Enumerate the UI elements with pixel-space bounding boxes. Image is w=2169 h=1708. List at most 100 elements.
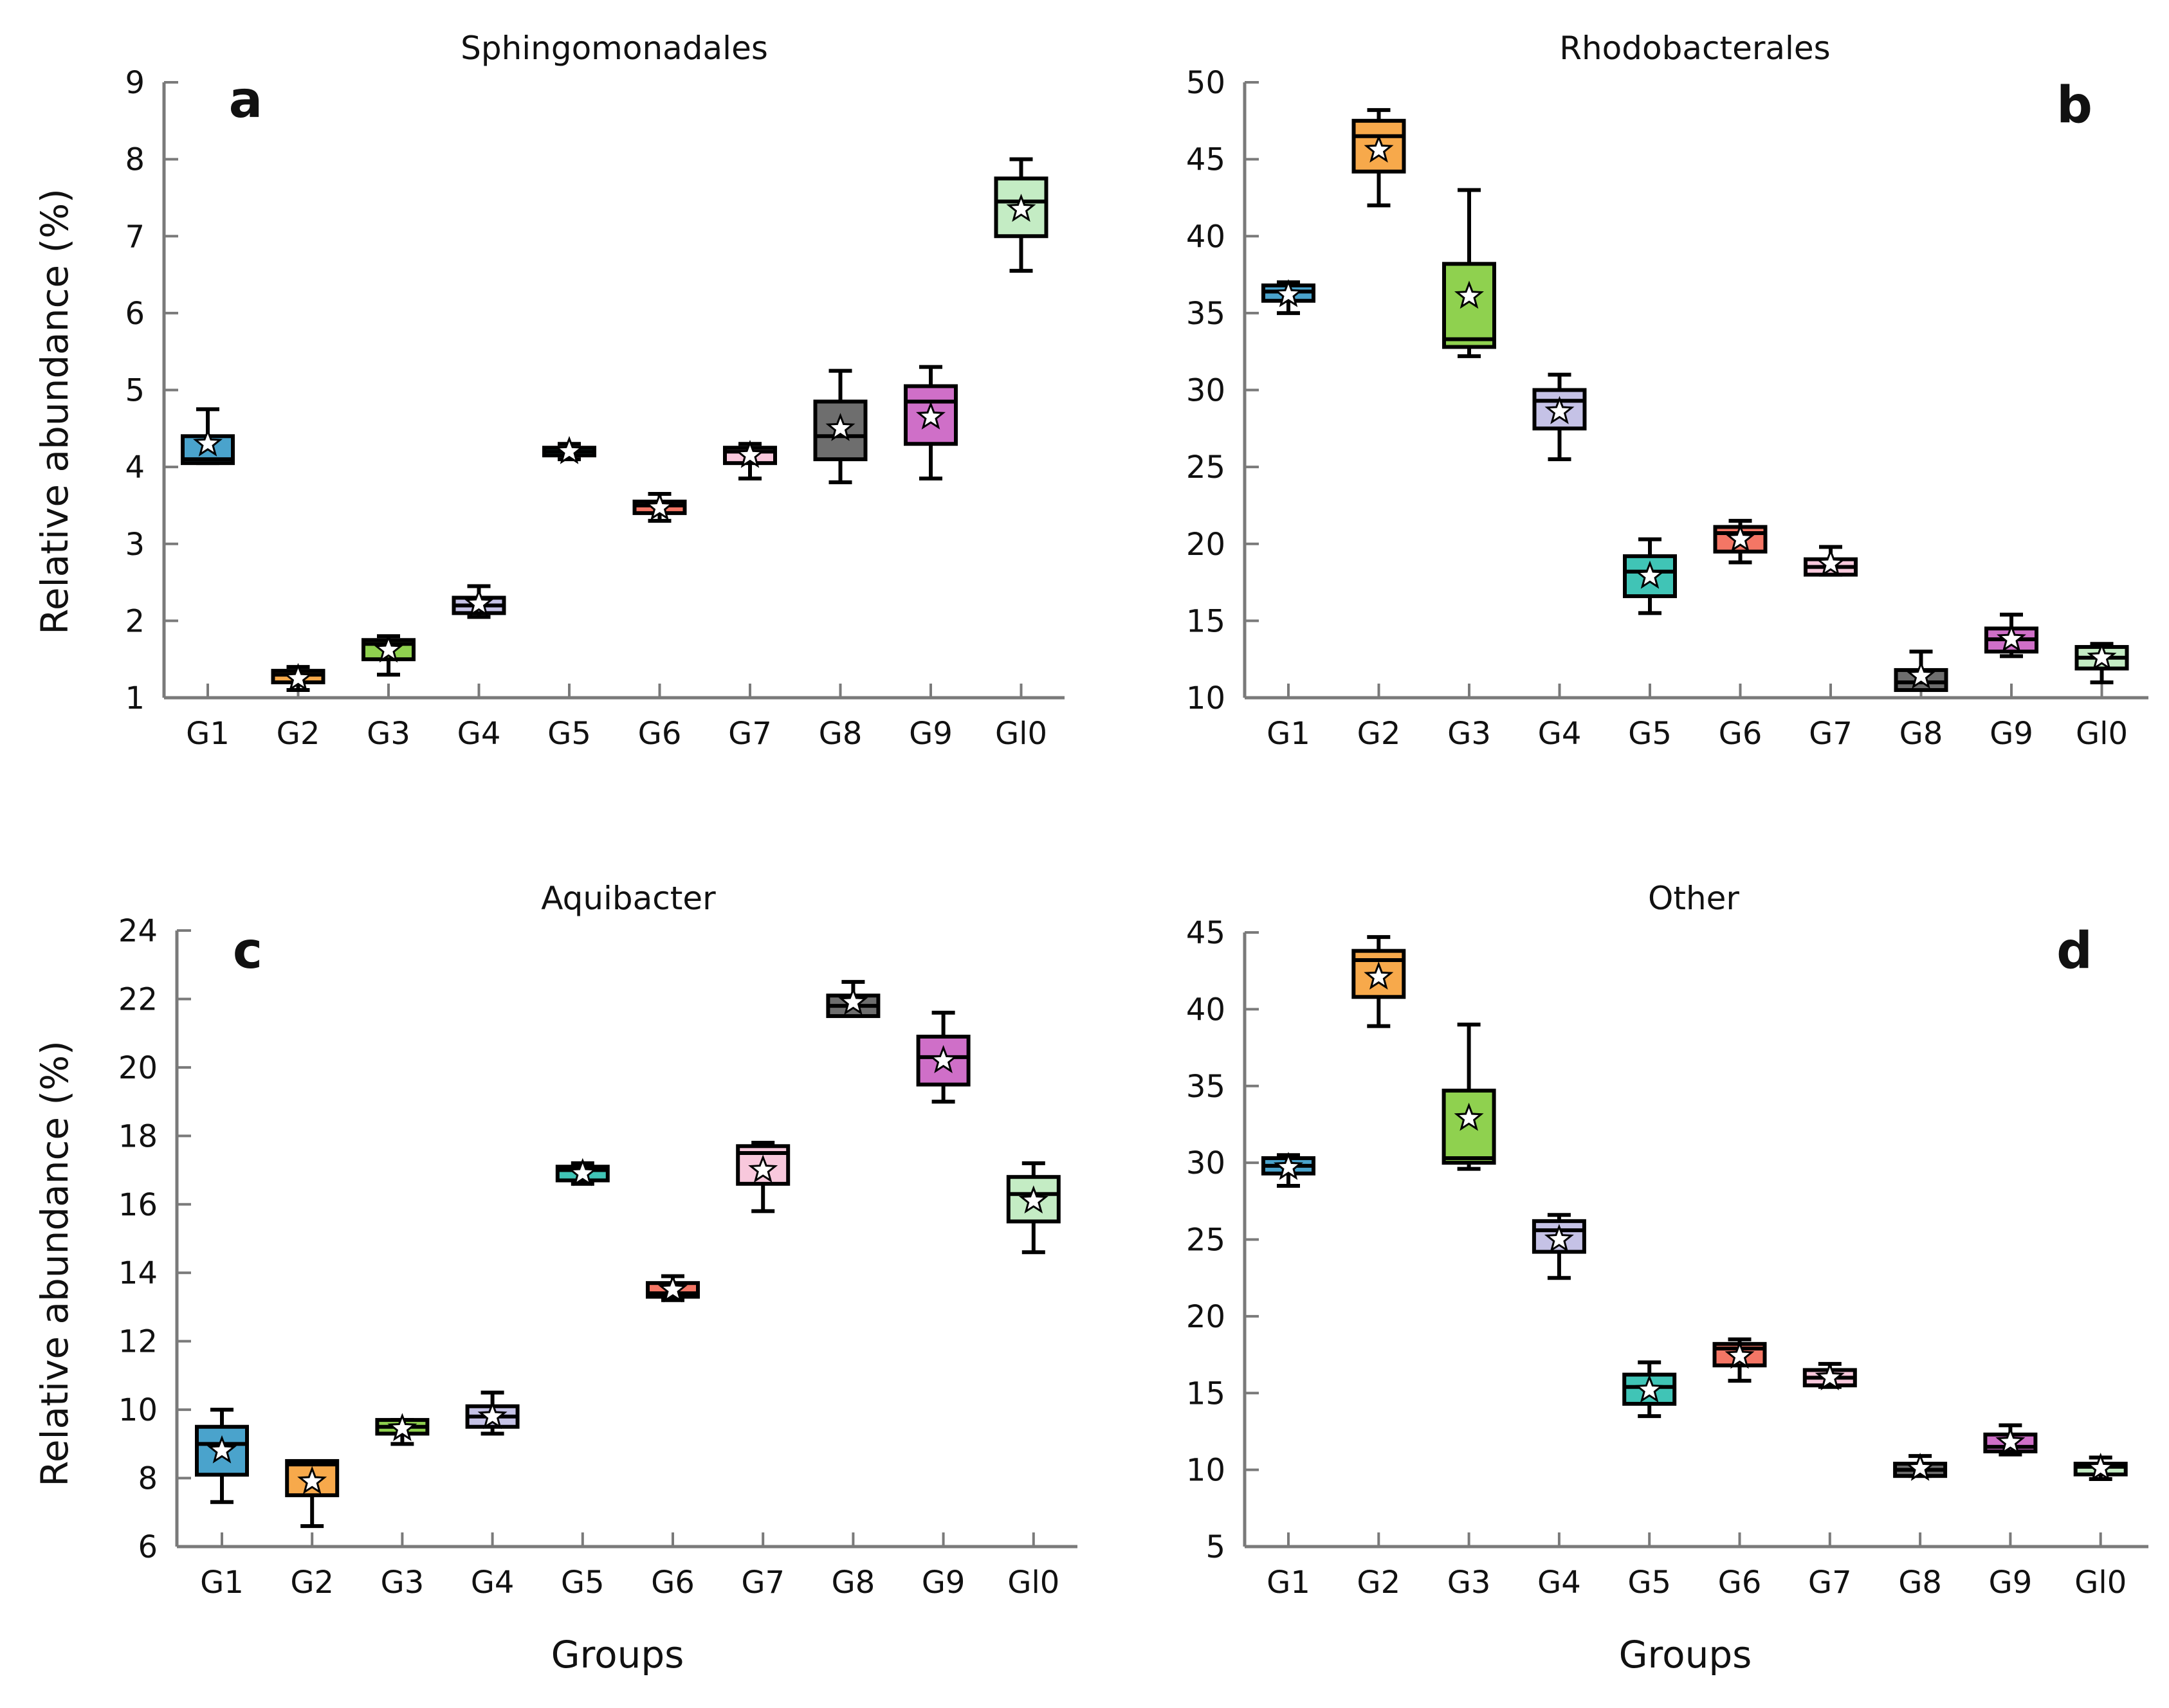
box-g7 — [723, 439, 777, 481]
box-g4 — [1532, 372, 1587, 462]
x-tick-label: G7 — [1809, 716, 1853, 752]
y-tick-label: 6 — [138, 1529, 158, 1565]
y-tick-label: 9 — [125, 65, 145, 101]
mean-star-marker — [2087, 642, 2117, 671]
panel-c-aquibacter: Aquibacter c Relative abundance (%) Grou… — [33, 880, 1077, 1676]
mean-star-marker — [645, 492, 675, 521]
x-tick-label: G1 — [1267, 716, 1310, 752]
y-tick-label: 50 — [1186, 65, 1225, 101]
x-tick-label: G3 — [1447, 716, 1491, 752]
mean-star-marker — [387, 1413, 417, 1442]
y-tick-label: 25 — [1186, 450, 1225, 486]
panel-a-sphingomonadales: Sphingomonadales a Relative abundance (%… — [33, 30, 1065, 752]
y-tick-label: 45 — [1186, 915, 1225, 951]
x-tick-label: G7 — [1808, 1565, 1852, 1601]
y-tick-label: 35 — [1186, 1069, 1225, 1105]
mean-star-marker — [206, 1435, 237, 1464]
box-g6 — [632, 491, 687, 523]
plot-layer — [1261, 108, 2129, 693]
y-tick-label: 20 — [1186, 527, 1225, 563]
plot-layer — [1261, 935, 2128, 1481]
mean-star-marker — [1996, 623, 2027, 652]
box-g3 — [375, 1413, 430, 1446]
box-g6 — [646, 1274, 700, 1303]
box-g2 — [1351, 935, 1406, 1028]
y-tick-label: 30 — [1186, 1145, 1225, 1181]
mean-star-marker — [1006, 194, 1036, 223]
axis-layer: 5 10 15 20 25 30 35 40 45 G1 G2 G3 G4 G5 G6 G7 G8 G9 Gl0 — [1186, 915, 2148, 1601]
mean-star-marker — [1364, 134, 1394, 163]
mean-star-marker — [2085, 1452, 2116, 1481]
box-g9 — [916, 1010, 971, 1104]
box-gl0 — [1006, 1161, 1061, 1255]
box-g4 — [1532, 1213, 1586, 1280]
panel-b-rhodobacterales: Rhodobacterales b 10 15 20 25 30 35 40 45 50 G1 G2… — [1186, 30, 2148, 752]
box-g3 — [1441, 1022, 1496, 1171]
box-g3 — [362, 634, 416, 677]
y-tick-label: 20 — [1186, 1299, 1225, 1335]
box-g5 — [1622, 1360, 1677, 1419]
x-tick-label: G2 — [1357, 1565, 1400, 1601]
box-g2 — [271, 662, 325, 693]
mean-star-marker — [1725, 1340, 1755, 1369]
x-tick-label: G5 — [547, 716, 591, 752]
x-tick-label: Gl0 — [2074, 1565, 2127, 1601]
x-tick-label: G8 — [819, 716, 863, 752]
x-tick-label: Gl0 — [2076, 716, 2128, 752]
y-tick-label: 20 — [118, 1050, 158, 1086]
mean-star-marker — [1544, 395, 1575, 424]
x-tick-label: G9 — [1989, 1565, 2033, 1601]
box-g1 — [1261, 1152, 1315, 1188]
mean-star-marker — [838, 986, 868, 1015]
x-tick-label: G6 — [1719, 716, 1762, 752]
x-axis-label: Groups — [1619, 1633, 1752, 1676]
mean-star-marker — [748, 1154, 778, 1183]
y-tick-label: 35 — [1186, 296, 1225, 332]
mean-star-marker — [477, 1401, 508, 1430]
x-tick-label: G8 — [1898, 1565, 1942, 1601]
y-tick-label: 15 — [1186, 603, 1225, 639]
box-gl0 — [994, 157, 1048, 273]
box-g9 — [1983, 1423, 2038, 1457]
y-tick-label: 30 — [1186, 373, 1225, 409]
mean-star-marker — [567, 1158, 598, 1186]
panel-title: Other — [1648, 880, 1739, 917]
x-tick-label: G6 — [1718, 1565, 1762, 1601]
y-tick-label: 1 — [125, 680, 145, 716]
x-tick-label: G1 — [186, 716, 230, 752]
y-tick-label: 45 — [1186, 142, 1225, 178]
x-tick-label: Gl0 — [1007, 1565, 1059, 1601]
box-g2 — [285, 1458, 340, 1529]
iqr-box — [1442, 262, 1496, 349]
y-tick-label: 24 — [118, 913, 158, 949]
box-g5 — [542, 435, 596, 464]
x-tick-label: G4 — [471, 1565, 515, 1601]
panel-letter: b — [2056, 77, 2092, 134]
mean-star-marker — [928, 1044, 958, 1073]
box-g7 — [1804, 545, 1858, 577]
y-tick-label: 7 — [125, 219, 145, 255]
box-g3 — [1442, 188, 1496, 358]
y-tick-label: 18 — [118, 1118, 158, 1154]
x-tick-label: G4 — [1538, 716, 1582, 752]
panel-title: Sphingomonadales — [461, 30, 768, 67]
mean-star-marker — [373, 634, 404, 663]
panel-letter: a — [229, 71, 263, 129]
mean-star-marker — [297, 1466, 327, 1494]
box-g1 — [195, 1408, 249, 1504]
box-g7 — [1802, 1361, 1857, 1391]
panel-letter: d — [2056, 922, 2092, 980]
x-tick-label: G3 — [381, 1565, 425, 1601]
y-tick-label: 40 — [1186, 992, 1225, 1028]
x-tick-label: G7 — [728, 716, 772, 752]
mean-star-marker — [1634, 1374, 1665, 1403]
mean-star-marker — [825, 413, 856, 441]
mean-star-marker — [1815, 1362, 1845, 1391]
box-g9 — [1984, 612, 2038, 659]
y-tick-label: 2 — [125, 603, 145, 639]
y-tick-label: 10 — [1186, 1453, 1225, 1489]
box-g6 — [1713, 518, 1768, 565]
x-tick-label: G8 — [832, 1565, 875, 1601]
